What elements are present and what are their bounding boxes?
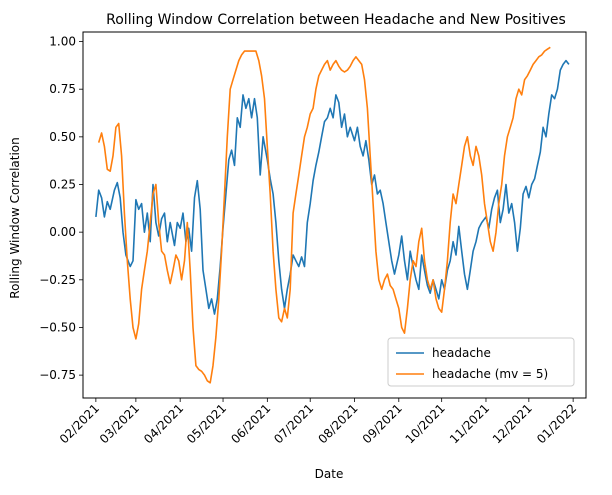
x-tick-label: 02/2021 (57, 401, 102, 446)
y-axis-label: Rolling Window Correlation (8, 137, 22, 298)
x-tick-label: 09/2021 (360, 401, 405, 446)
y-tick-label: 1.00 (49, 35, 76, 49)
x-tick-label: 10/2021 (403, 401, 448, 446)
y-tick-label: −0.75 (39, 368, 76, 382)
x-tick-label: 12/2021 (490, 401, 535, 446)
legend-box (387, 337, 575, 387)
legend-label: headache (432, 346, 491, 360)
x-axis-label: Date (315, 467, 344, 481)
legend: headache headache (mv = 5) (387, 337, 575, 387)
x-tick-label: 05/2021 (184, 401, 229, 446)
chart-title: Rolling Window Correlation between Heada… (106, 12, 566, 28)
legend-label: headache (mv = 5) (432, 367, 548, 381)
y-tick-label: −0.50 (39, 320, 76, 334)
x-tick-label: 06/2021 (228, 401, 273, 446)
x-tick-label: 03/2021 (97, 401, 142, 446)
x-tick-label: 04/2021 (141, 401, 186, 446)
y-tick-label: 0.00 (49, 225, 76, 239)
x-tick-label: 07/2021 (271, 401, 316, 446)
series-line-2 (97, 46, 551, 384)
series-layer (95, 46, 570, 384)
x-tick-label: 08/2021 (315, 401, 360, 446)
y-axis-ticks: −0.75 −0.50 −0.25 0.00 0.25 0.50 0.75 1.00 (39, 35, 83, 382)
y-tick-label: 0.50 (49, 130, 76, 144)
y-tick-label: 0.75 (49, 82, 76, 96)
series-line-1 (95, 59, 570, 315)
y-tick-label: −0.25 (39, 273, 76, 287)
x-tick-label: 11/2021 (447, 401, 492, 446)
x-tick-label: 01/2022 (534, 401, 579, 446)
y-tick-label: 0.25 (49, 178, 76, 192)
